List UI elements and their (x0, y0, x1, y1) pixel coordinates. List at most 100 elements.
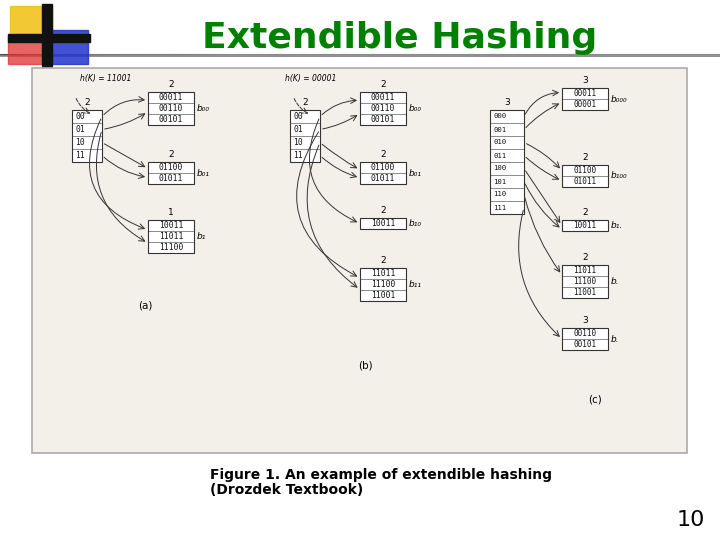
Text: 01100: 01100 (371, 163, 395, 172)
Text: b₀₀₀: b₀₀₀ (611, 94, 628, 104)
Bar (32, 68, 687, 453)
Bar (360, 218, 406, 229)
Text: 2: 2 (168, 150, 174, 159)
Text: 3: 3 (582, 76, 588, 85)
Text: 2: 2 (380, 150, 386, 159)
Bar (8, 36, 48, 64)
Text: (b): (b) (358, 360, 372, 370)
Text: b₁₁: b₁₁ (409, 280, 422, 289)
Bar (562, 328, 608, 350)
Text: 010: 010 (493, 139, 506, 145)
Text: 11: 11 (293, 151, 302, 160)
Bar (562, 265, 608, 298)
Text: 2: 2 (582, 153, 588, 162)
Text: Extendible Hashing: Extendible Hashing (202, 21, 598, 55)
Text: b₀₁: b₀₁ (197, 168, 210, 178)
Text: 00011: 00011 (159, 93, 183, 102)
Text: b₀₀: b₀₀ (197, 104, 210, 113)
Text: 10011: 10011 (159, 221, 183, 230)
Text: b₁₀₀: b₁₀₀ (611, 172, 628, 180)
Text: 11100: 11100 (371, 280, 395, 289)
Text: 2: 2 (380, 80, 386, 89)
Text: 11011: 11011 (573, 266, 597, 275)
Text: b₀₁: b₀₁ (409, 168, 422, 178)
Text: (Drozdek Textbook): (Drozdek Textbook) (210, 483, 364, 497)
Text: 01011: 01011 (573, 177, 597, 186)
Text: 01: 01 (75, 125, 85, 134)
Text: b₁.: b₁. (611, 221, 624, 230)
Text: 11100: 11100 (159, 243, 183, 252)
Bar (562, 220, 608, 231)
Text: 10: 10 (293, 138, 302, 147)
Text: 10: 10 (75, 138, 85, 147)
Text: 2: 2 (380, 256, 386, 265)
Text: 01011: 01011 (159, 174, 183, 183)
Text: 000: 000 (493, 113, 506, 119)
Text: 110: 110 (493, 192, 506, 198)
Text: 01100: 01100 (159, 163, 183, 172)
Text: 2: 2 (168, 80, 174, 89)
Text: 00101: 00101 (573, 340, 597, 349)
Text: b₁: b₁ (197, 232, 207, 241)
Bar (562, 88, 608, 110)
Text: 11: 11 (75, 151, 85, 160)
Text: 11011: 11011 (371, 269, 395, 278)
Text: 00101: 00101 (159, 115, 183, 124)
Text: 2: 2 (582, 253, 588, 262)
Bar (42, 4, 52, 66)
Text: 11100: 11100 (573, 277, 597, 286)
Text: 11011: 11011 (159, 232, 183, 241)
Bar (490, 110, 524, 214)
Text: 00110: 00110 (573, 329, 597, 338)
Text: 1: 1 (168, 208, 174, 217)
Text: 3: 3 (504, 98, 510, 107)
Text: 00001: 00001 (573, 100, 597, 109)
Text: 01: 01 (293, 125, 302, 134)
Text: (a): (a) (138, 300, 152, 310)
Bar (148, 220, 194, 253)
Text: 00110: 00110 (159, 104, 183, 113)
Bar (360, 92, 406, 125)
Text: 11001: 11001 (371, 291, 395, 300)
Text: 00011: 00011 (371, 93, 395, 102)
Text: b.: b. (611, 277, 620, 286)
Text: 001: 001 (493, 126, 506, 132)
Text: h(K) = 00001: h(K) = 00001 (285, 74, 336, 83)
Text: 00110: 00110 (371, 104, 395, 113)
Text: 2: 2 (380, 206, 386, 215)
Bar (8, 34, 90, 42)
Text: h(K) = 11001: h(K) = 11001 (80, 74, 131, 83)
Bar (562, 165, 608, 187)
Text: 100: 100 (493, 165, 506, 172)
Bar (360, 268, 406, 301)
Text: (c): (c) (588, 395, 602, 405)
Text: 00: 00 (75, 112, 85, 121)
Text: 00101: 00101 (371, 115, 395, 124)
Text: b₁₀: b₁₀ (409, 219, 422, 228)
Bar (44, 30, 88, 64)
Text: 11001: 11001 (573, 288, 597, 297)
Bar (148, 92, 194, 125)
Text: Figure 1. An example of extendible hashing: Figure 1. An example of extendible hashi… (210, 468, 552, 482)
Text: 111: 111 (493, 205, 506, 211)
Text: 011: 011 (493, 152, 506, 159)
Bar (10, 6, 52, 36)
Text: 10: 10 (677, 510, 705, 530)
Text: 2: 2 (582, 208, 588, 217)
Text: 01011: 01011 (371, 174, 395, 183)
Text: 00011: 00011 (573, 89, 597, 98)
Text: 3: 3 (582, 316, 588, 325)
Text: 2: 2 (84, 98, 90, 107)
Text: b.: b. (611, 334, 620, 343)
Text: b₀₀: b₀₀ (409, 104, 422, 113)
Bar (72, 110, 102, 162)
Text: 2: 2 (302, 98, 308, 107)
Text: 00: 00 (293, 112, 302, 121)
Text: 10011: 10011 (573, 221, 597, 230)
Text: 01100: 01100 (573, 166, 597, 175)
Text: 10011: 10011 (371, 219, 395, 228)
Text: 101: 101 (493, 179, 506, 185)
Bar (148, 162, 194, 184)
Bar (290, 110, 320, 162)
Bar (360, 162, 406, 184)
